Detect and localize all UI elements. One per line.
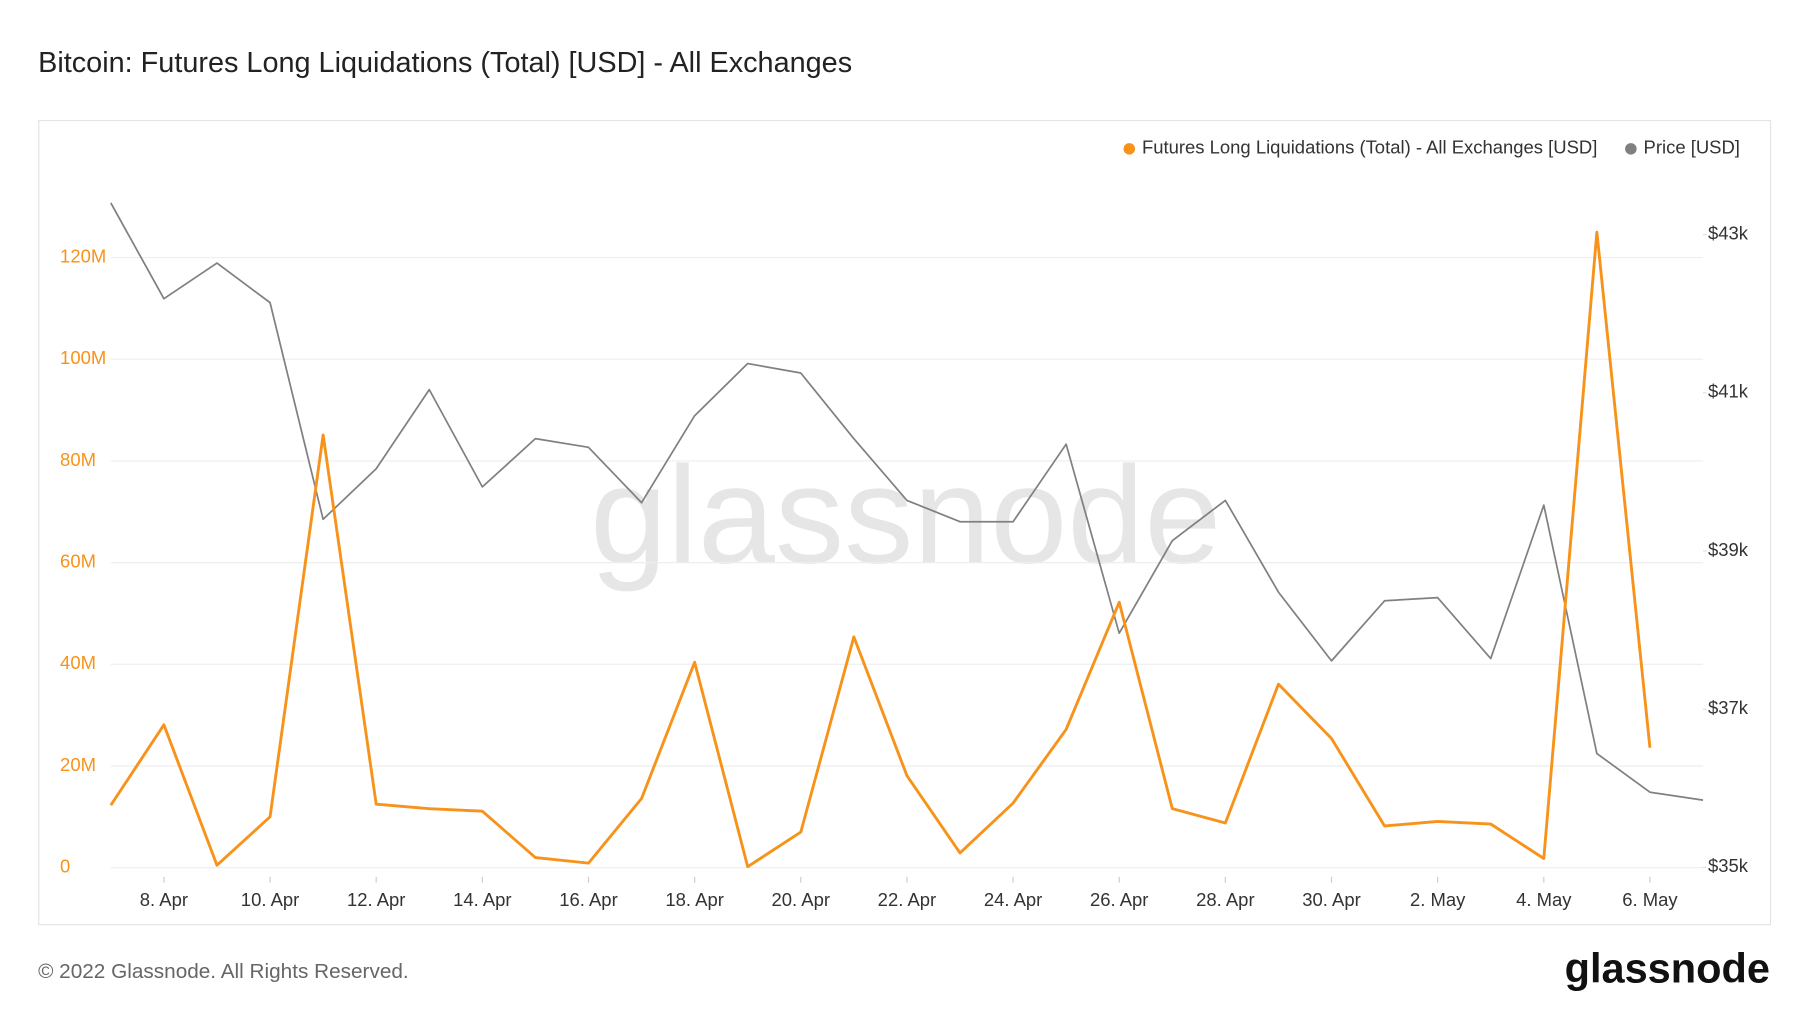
x-tick-label: 28. Apr [1196, 889, 1254, 910]
x-tick-label: 26. Apr [1090, 889, 1148, 910]
x-tick-label: 10. Apr [241, 889, 299, 910]
y2-tick-label: $41k [1708, 381, 1749, 402]
y-tick-label: 0 [60, 856, 70, 877]
series-line [110, 202, 1704, 801]
footer: © 2022 Glassnode. All Rights Reserved. [38, 960, 409, 983]
x-tick-label: 14. Apr [453, 889, 511, 910]
logo: glassnode [1565, 944, 1770, 991]
y2-tick-label: $43k [1708, 222, 1749, 243]
y2-tick-label: $37k [1708, 697, 1749, 718]
x-tick-label: 30. Apr [1302, 889, 1360, 910]
chart-frame [38, 119, 1772, 926]
legend-swatch [1123, 143, 1136, 155]
y-tick-label: 80M [60, 449, 96, 470]
x-tick-label: 24. Apr [984, 889, 1042, 910]
y2-tick-label: $35k [1708, 855, 1749, 876]
legend-label: Price [USD] [1644, 137, 1740, 158]
y-tick-label: 120M [60, 245, 106, 266]
chart-title: Bitcoin: Futures Long Liquidations (Tota… [38, 47, 852, 79]
x-tick-label: 16. Apr [559, 889, 617, 910]
x-tick-label: 6. May [1622, 889, 1678, 910]
y-tick-label: 40M [60, 652, 96, 673]
y-tick-label: 100M [60, 347, 106, 368]
x-tick-label: 2. May [1410, 889, 1466, 910]
legend-label: Futures Long Liquidations (Total) - All … [1142, 137, 1597, 158]
x-tick-label: 22. Apr [878, 889, 936, 910]
y2-tick-label: $39k [1708, 539, 1749, 560]
watermark: glassnode [590, 439, 1221, 593]
series-line [109, 230, 1652, 869]
legend-swatch [1625, 143, 1637, 155]
x-tick-label: 20. Apr [772, 889, 830, 910]
y-tick-label: 60M [60, 550, 96, 571]
x-tick-label: 12. Apr [347, 889, 405, 910]
x-tick-label: 4. May [1516, 889, 1572, 910]
y-tick-label: 20M [60, 754, 96, 775]
x-tick-label: 18. Apr [665, 889, 723, 910]
x-tick-label: 8. Apr [140, 889, 188, 910]
legend: Price [USD] Futures Long Liquidations (To… [1123, 137, 1740, 158]
